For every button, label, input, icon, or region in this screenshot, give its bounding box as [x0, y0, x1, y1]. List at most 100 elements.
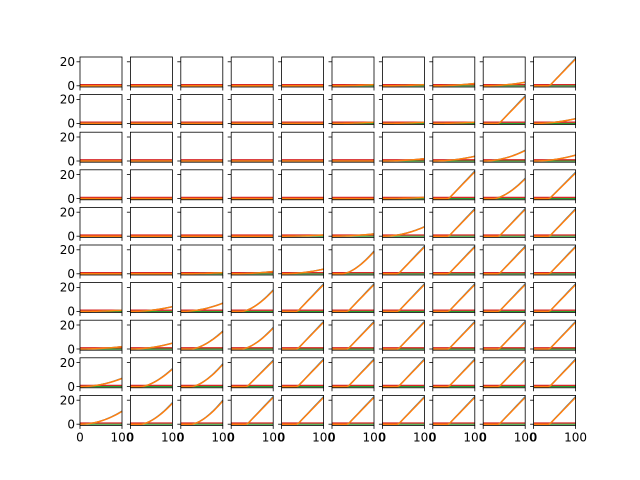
x-tick-label: 100	[564, 430, 587, 444]
panel-8-4	[278, 357, 325, 392]
panel-frame	[129, 244, 173, 276]
panel-2-0: 0 20	[60, 130, 123, 168]
series-line-rising-b	[533, 208, 577, 237]
panel-frame	[281, 94, 325, 125]
series-line-rising-b	[281, 284, 325, 313]
panel-1-9	[530, 94, 576, 129]
x-tick-label: 100	[161, 430, 184, 444]
y-tick-label: 20	[60, 168, 75, 182]
panel-frame	[79, 56, 123, 88]
panel-4-2	[177, 206, 224, 241]
panel-frame	[432, 131, 476, 163]
series-line-rising-b	[130, 306, 173, 313]
x-tick-label: 100	[262, 430, 285, 444]
panel-frame	[129, 319, 173, 351]
series-line-rising-b	[432, 208, 476, 237]
panel-frame	[381, 282, 425, 314]
panel-frame	[129, 56, 173, 88]
panel-6-3	[227, 282, 274, 317]
panel-4-9	[530, 206, 577, 241]
panel-frame	[230, 319, 274, 351]
panel-6-8	[479, 282, 526, 317]
series-line-rising-b	[130, 342, 173, 350]
panel-frame	[180, 206, 224, 238]
panel-frame	[79, 169, 123, 201]
x-tick-label: 100	[363, 430, 386, 444]
panel-7-8	[479, 319, 526, 354]
panel-frame	[180, 131, 224, 163]
panel-frame	[79, 94, 123, 125]
series-line-rising-b	[483, 178, 526, 200]
panel-frame	[533, 131, 576, 163]
panel-frame	[432, 169, 476, 201]
panel-frame	[533, 169, 576, 201]
panel-8-5	[328, 357, 375, 392]
series-line-rising-b	[80, 309, 123, 313]
panel-3-3	[227, 169, 274, 204]
panel-8-3	[227, 357, 274, 392]
panel-9-5: 0 100	[328, 394, 386, 444]
panel-3-7	[429, 169, 476, 204]
panel-frame	[281, 394, 325, 426]
panel-1-5	[328, 94, 375, 129]
x-tick-label: 0	[177, 430, 185, 444]
y-tick-label: 0	[67, 305, 75, 319]
series-line-rising-b	[533, 58, 577, 87]
panel-frame	[432, 244, 476, 276]
series-line-rising-b	[79, 377, 123, 388]
panel-frame	[180, 169, 224, 201]
panel-5-4	[278, 244, 325, 279]
panel-7-5	[328, 319, 375, 354]
series-line-rising-b	[483, 96, 526, 125]
panel-frame	[533, 319, 576, 351]
panel-6-6	[378, 282, 425, 317]
panel-frame	[180, 357, 224, 389]
series-line-rising-b	[331, 233, 375, 237]
panel-frame	[79, 357, 123, 389]
series-line-rising-b	[79, 345, 123, 350]
series-line-rising-b	[533, 359, 577, 388]
panel-frame	[482, 394, 526, 426]
series-line-rising-b	[281, 396, 325, 425]
panel-7-6	[378, 319, 425, 354]
panel-0-5	[328, 56, 375, 91]
panel-frame	[331, 169, 375, 201]
panel-4-3	[227, 206, 274, 241]
series-line-rising-b	[432, 155, 475, 162]
panel-4-6	[378, 206, 425, 241]
y-tick-label: 20	[60, 130, 75, 144]
panel-frame	[381, 244, 425, 276]
panel-0-6	[378, 56, 425, 91]
panel-9-3: 0 100	[227, 394, 285, 444]
y-tick-label: 0	[67, 154, 75, 168]
panel-frame	[482, 282, 526, 314]
y-tick-label: 20	[60, 356, 75, 370]
panel-frame	[281, 244, 325, 276]
panel-5-8	[479, 244, 526, 279]
panel-8-6	[378, 357, 425, 392]
panel-4-0: 0 20	[60, 206, 123, 244]
panel-frame	[533, 282, 576, 314]
panel-1-0: 0 20	[60, 93, 123, 131]
panel-8-0: 0 20	[60, 356, 123, 394]
series-line-rising-b	[382, 226, 425, 237]
panel-6-4	[278, 282, 325, 317]
series-line-rising-b	[130, 368, 173, 388]
panel-8-9	[530, 357, 577, 392]
panel-5-3	[227, 244, 274, 279]
panel-2-6	[378, 131, 425, 166]
panel-9-9: 0 100	[530, 394, 587, 444]
x-tick-label: 100	[211, 430, 234, 444]
y-tick-label: 20	[60, 281, 75, 295]
series-line-rising-b	[382, 321, 425, 350]
panel-5-1	[126, 244, 173, 279]
series-line-rising-b	[483, 396, 526, 425]
panel-frame	[381, 94, 425, 125]
panel-6-5	[328, 282, 375, 317]
panel-7-0: 0 20	[60, 318, 123, 356]
x-tick-label: 100	[514, 430, 537, 444]
x-tick-label: 0	[379, 430, 387, 444]
panel-0-7	[429, 56, 476, 91]
panel-0-2	[177, 56, 224, 91]
panel-3-6	[378, 169, 425, 204]
